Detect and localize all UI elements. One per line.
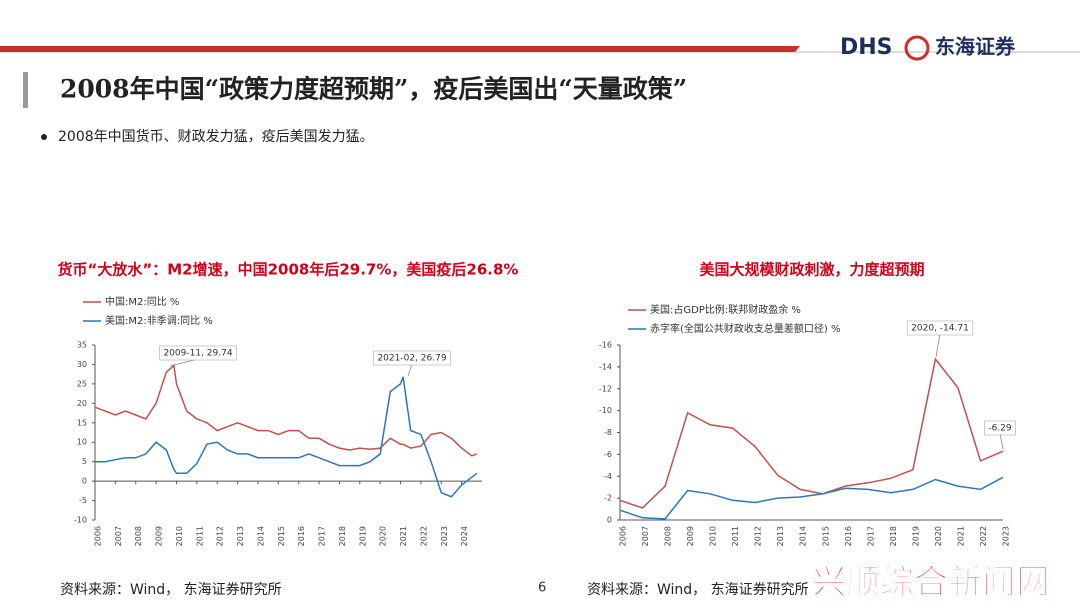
- y-tick-label: -10: [74, 516, 87, 525]
- y-tick-label: -8: [604, 428, 612, 437]
- annotation: -6.29: [988, 424, 1012, 434]
- x-tick-label: 2022: [419, 526, 428, 546]
- x-tick-label: 2009: [155, 526, 164, 546]
- x-tick-label: 2021: [399, 526, 408, 546]
- logo: DHS: [840, 35, 893, 60]
- title-bar: [23, 72, 28, 108]
- source: 资料来源：Wind， 东海证券研究所: [587, 582, 809, 598]
- x-tick-label: 2007: [641, 526, 650, 546]
- x-tick-label: 2006: [619, 526, 628, 546]
- x-tick-label: 2020: [934, 526, 943, 546]
- legend-label: 赤字率(全国公共财政收支总量差额口径) %: [650, 322, 840, 335]
- line-series: [619, 476, 1004, 520]
- x-tick-label: 2007: [114, 526, 123, 546]
- x-tick-label: 2023: [1002, 526, 1011, 546]
- x-tick-label: 2011: [731, 526, 740, 546]
- annotation: 2021-02, 26.79: [377, 354, 446, 364]
- x-tick-label: 2018: [338, 526, 347, 546]
- line-series: [619, 357, 1004, 509]
- x-tick-label: 2009: [686, 526, 695, 546]
- y-tick-label: -5: [79, 496, 87, 505]
- annotation-leader: [935, 333, 941, 358]
- line-series: [95, 376, 478, 498]
- annotation-box: [159, 345, 237, 361]
- annotation-leader: [407, 363, 413, 377]
- y-tick-label: -14: [599, 362, 612, 371]
- x-tick-label: 2017: [318, 526, 327, 546]
- legend-label: 美国:占GDP比例:联邦财政盈余 %: [650, 303, 801, 316]
- x-tick-label: 2020: [379, 526, 388, 546]
- x-tick-label: 2012: [754, 526, 763, 546]
- x-tick-label: 2019: [358, 526, 367, 546]
- x-tick-label: 2015: [821, 526, 830, 546]
- watermark-bg: [808, 560, 1080, 608]
- y-tick-label: 25: [77, 379, 87, 388]
- y-tick-label: -4: [604, 472, 612, 481]
- y-tick-label: 15: [77, 418, 87, 427]
- bullet: 2008年中国货币、财政发力猛，疫后美国发力猛。: [58, 128, 374, 145]
- chart-title: 货币“大放水”：M2增速，中国2008年后29.7%，美国疫后26.8%: [58, 261, 519, 279]
- y-tick-label: 10: [77, 438, 87, 447]
- x-tick-label: 2012: [216, 526, 225, 546]
- x-tick-label: 2011: [195, 526, 204, 546]
- x-tick-label: 2023: [440, 526, 449, 546]
- source: 资料来源：Wind， 东海证券研究所: [60, 582, 282, 598]
- y-tick-label: -12: [599, 384, 612, 393]
- x-tick-label: 2006: [94, 526, 103, 546]
- y-tick-label: 0: [607, 516, 612, 525]
- y-tick-label: -10: [599, 406, 612, 415]
- x-tick-label: 2014: [256, 526, 265, 546]
- x-tick-label: 2024: [460, 526, 469, 546]
- legend-label: 中国:M2:同比 %: [105, 295, 179, 308]
- y-tick-label: -2: [604, 494, 612, 503]
- annotation: 2009-11, 29.74: [163, 349, 232, 359]
- y-tick-label: 20: [77, 399, 87, 408]
- bullet-dot: [41, 134, 47, 140]
- x-tick-label: 2014: [799, 526, 808, 546]
- x-tick-label: 2019: [911, 526, 920, 546]
- x-tick-label: 2022: [979, 526, 988, 546]
- logo-icon: [904, 35, 930, 61]
- slide-title: 2008年中国“政策力度超预期”，疫后美国出“天量政策”: [60, 75, 687, 104]
- page-number: 6: [538, 581, 546, 596]
- x-tick-label: 2008: [134, 526, 143, 546]
- annotation-leader: [999, 433, 1004, 450]
- header-bar: [0, 46, 800, 52]
- x-tick-label: 2013: [776, 526, 785, 546]
- annotation-box: [373, 350, 451, 366]
- y-tick-label: -6: [604, 450, 612, 459]
- annotation-box: [984, 420, 1016, 436]
- y-tick-label: 35: [77, 341, 87, 350]
- x-tick-label: 2008: [664, 526, 673, 546]
- annotation: 2020, -14.71: [911, 324, 969, 334]
- y-tick-label: 0: [82, 477, 87, 486]
- company: 东海证券: [935, 35, 1016, 59]
- x-tick-label: 2021: [956, 526, 965, 546]
- x-tick-label: 2017: [866, 526, 875, 546]
- watermark: 兴顺综合新闻网: [812, 563, 1050, 603]
- line-series: [94, 364, 478, 457]
- y-tick-label: 30: [77, 360, 87, 369]
- chart-title: 美国大规模财政刺激，力度超预期: [699, 261, 924, 279]
- x-tick-label: 2015: [277, 526, 286, 546]
- x-tick-label: 2010: [709, 526, 718, 546]
- y-tick-label: -16: [599, 341, 612, 350]
- x-tick-label: 2016: [297, 526, 306, 546]
- annotation-box: [906, 320, 974, 336]
- x-tick-label: 2018: [889, 526, 898, 546]
- x-tick-label: 2010: [175, 526, 184, 546]
- y-tick-label: 5: [82, 457, 87, 466]
- x-tick-label: 2013: [236, 526, 245, 546]
- legend-label: 美国:M2:非季调:同比 %: [105, 314, 213, 327]
- x-tick-label: 2016: [844, 526, 853, 546]
